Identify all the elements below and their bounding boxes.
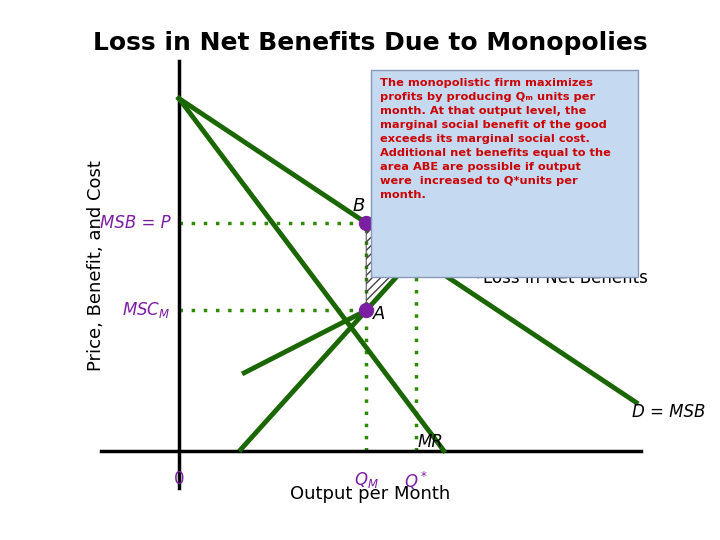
Text: $\mathit{MSC}_{\mathit{M}}$: $\mathit{MSC}_{\mathit{M}}$ (122, 300, 170, 320)
Text: $\mathit{Q}_{\mathit{M}}$: $\mathit{Q}_{\mathit{M}}$ (354, 470, 379, 490)
Text: B: B (352, 197, 364, 215)
Text: A: A (373, 305, 385, 323)
Text: D = MSB: D = MSB (632, 403, 706, 421)
Title: Loss in Net Benefits Due to Monopolies: Loss in Net Benefits Due to Monopolies (94, 31, 648, 55)
Text: Output per Month: Output per Month (290, 485, 451, 503)
Text: 0: 0 (174, 470, 184, 488)
Text: MSB = P: MSB = P (99, 214, 170, 232)
Text: Loss in Net Benefits: Loss in Net Benefits (483, 269, 648, 287)
Text: The monopolistic firm maximizes
profits by producing Qₘ units per
month. At that: The monopolistic firm maximizes profits … (379, 78, 611, 200)
Text: E: E (420, 234, 432, 252)
Text: Price, Benefit, and Cost: Price, Benefit, and Cost (87, 160, 105, 371)
Text: $\mathit{Q}^*$: $\mathit{Q}^*$ (403, 470, 428, 492)
Text: MR: MR (418, 433, 444, 451)
Text: MSC: MSC (508, 162, 547, 180)
FancyBboxPatch shape (371, 70, 638, 277)
